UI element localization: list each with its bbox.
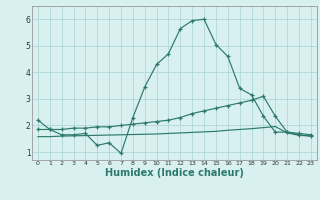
X-axis label: Humidex (Indice chaleur): Humidex (Indice chaleur) [105,168,244,178]
